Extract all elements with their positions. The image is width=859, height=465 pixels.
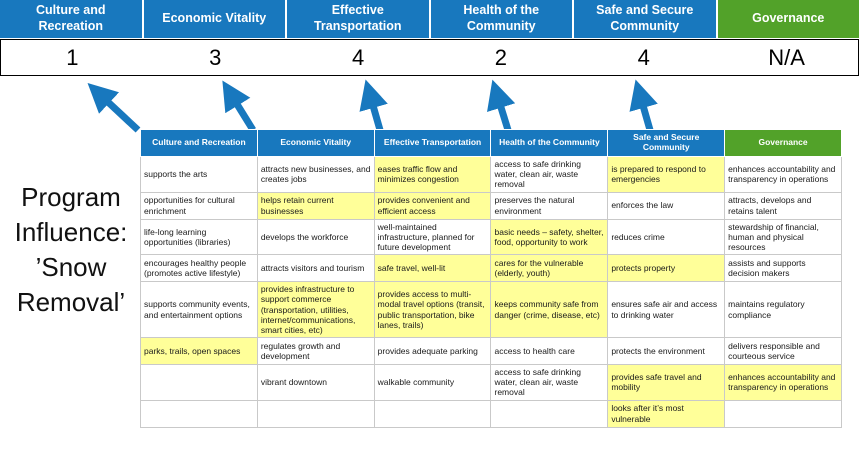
column-header: Governance (724, 129, 842, 157)
up-arrow-culture-icon (87, 82, 141, 133)
table-cell: develops the workforce (256, 218, 375, 256)
up-arrow-safe-icon (629, 79, 658, 131)
table-cell: provides access to multi-modal travel op… (373, 281, 492, 339)
up-arrow-economic-icon (222, 80, 256, 132)
banner-header-governance: Governance (717, 0, 859, 38)
table-cell: is prepared to respond to emergencies (607, 156, 726, 193)
banner-header-economic-vitality: Economic Vitality (143, 0, 285, 38)
table-cell: safe travel, well-lit (373, 254, 492, 283)
banner-header-health-of-the-community: Health of the Community (430, 0, 572, 38)
table-row: looks after it’s most vulnerable (140, 399, 842, 428)
table-cell: enhances accountability and transparency… (724, 364, 842, 401)
table-cell: keeps community safe from danger (crime,… (490, 281, 609, 339)
score-culture-and-recreation: 1 (66, 44, 79, 70)
up-arrow-health-icon (487, 79, 516, 132)
table-cell: provides adequate parking (373, 337, 492, 366)
table-cell (724, 399, 842, 428)
table-cell: attracts, develops and retains talent (724, 191, 842, 220)
table-row: life-long learning opportunities (librar… (140, 218, 842, 256)
table-row: supports community events, and entertain… (140, 281, 842, 339)
table-row: vibrant downtown walkable community access… (140, 364, 842, 401)
table-cell: reduces crime (607, 218, 726, 256)
table-cell: ensures safe air and access to drinking … (607, 281, 726, 339)
table-cell: cares for the vulnerable (elderly, youth… (490, 254, 609, 283)
table-cell: preserves the natural environment (490, 191, 609, 220)
table-cell (490, 399, 609, 428)
table-cell: helps retain current businesses (256, 191, 375, 220)
column-header: Economic Vitality (256, 129, 375, 157)
table-cell: looks after it’s most vulnerable (607, 399, 726, 428)
table-cell: supports community events, and entertain… (140, 281, 258, 339)
table-cell: stewardship of financial, human and phys… (724, 218, 842, 256)
table-cell: walkable community (373, 364, 492, 401)
table-cell: life-long learning opportunities (librar… (140, 218, 258, 256)
table-cell: assists and supports decision makers (724, 254, 842, 283)
table-cell: opportunities for cultural enrichment (140, 191, 258, 220)
matrix-header: Culture and Recreation Economic Vitality E… (140, 129, 842, 157)
score-arrows (87, 79, 658, 133)
table-cell: basic needs – safety, shelter, food, opp… (490, 218, 609, 256)
table-row: encourages healthy people (promotes acti… (140, 254, 842, 283)
up-arrow-transportation-icon (359, 79, 388, 131)
table-cell: delivers responsible and courteous servi… (724, 337, 842, 366)
table-row: parks, trails, open spaces regulates grow… (140, 337, 842, 366)
banner-header-safe-and-secure-community: Safe and Secure Community (574, 0, 716, 38)
influence-matrix: Culture and Recreation Economic Vitality E… (140, 129, 842, 428)
table-cell: maintains regulatory compliance (724, 281, 842, 339)
score-economic-vitality: 3 (209, 44, 222, 70)
table-cell: vibrant downtown (256, 364, 375, 401)
table-cell: enhances accountability and transparency… (724, 156, 842, 193)
banner-score-row: 1 3 4 2 4 N/A (0, 39, 859, 76)
table-cell: enforces the law (607, 191, 726, 220)
scorecard-banner: Culture and Recreation Economic Vitality… (0, 0, 859, 76)
matrix-header-row: Culture and Recreation Economic Vitality E… (140, 129, 842, 157)
score-effective-transportation: 4 (351, 44, 365, 70)
table-cell: attracts new businesses, and creates job… (256, 156, 375, 193)
table-cell: provides infrastructure to support comme… (256, 281, 375, 339)
score-health-of-the-community: 2 (494, 44, 508, 70)
column-header: Culture and Recreation (140, 129, 258, 157)
table-cell: access to safe drinking water, clean air… (490, 156, 609, 193)
table-cell: provides safe travel and mobility (607, 364, 726, 401)
matrix-body: supports the arts attracts new businesses… (140, 156, 842, 428)
column-header: Safe and Secure Community (607, 129, 726, 157)
table-cell: attracts visitors and tourism (256, 254, 375, 283)
column-header: Effective Transportation (373, 129, 492, 157)
table-cell: supports the arts (140, 156, 258, 193)
table-cell: eases traffic flow and minimizes congest… (373, 156, 492, 193)
table-cell: parks, trails, open spaces (140, 337, 258, 366)
table-cell: protects property (607, 254, 726, 283)
table-cell: protects the environment (607, 337, 726, 366)
table-cell (256, 399, 375, 428)
table-cell: encourages healthy people (promotes acti… (140, 254, 258, 283)
score-governance: N/A (768, 44, 805, 70)
table-cell (140, 364, 258, 401)
table-row: opportunities for cultural enrichment hel… (140, 191, 842, 220)
banner-header-row: Culture and Recreation Economic Vitality… (0, 0, 859, 38)
table-cell: access to health care (490, 337, 609, 366)
table-row: supports the arts attracts new businesses… (140, 156, 842, 193)
program-influence-title: Program Influence: ’Snow Removal’ (14, 182, 128, 318)
column-header: Health of the Community (490, 129, 609, 157)
table-cell: provides convenient and efficient access (373, 191, 492, 220)
table-cell: regulates growth and development (256, 337, 375, 366)
table-cell (373, 399, 492, 428)
table-cell: access to safe drinking water, clean air… (490, 364, 609, 401)
table-cell (140, 399, 258, 428)
table-cell: well-maintained infrastructure, planned … (373, 218, 492, 256)
score-safe-and-secure-community: 4 (637, 44, 650, 70)
banner-header-culture-and-recreation: Culture and Recreation (0, 0, 142, 38)
banner-header-effective-transportation: Effective Transportation (287, 0, 429, 38)
